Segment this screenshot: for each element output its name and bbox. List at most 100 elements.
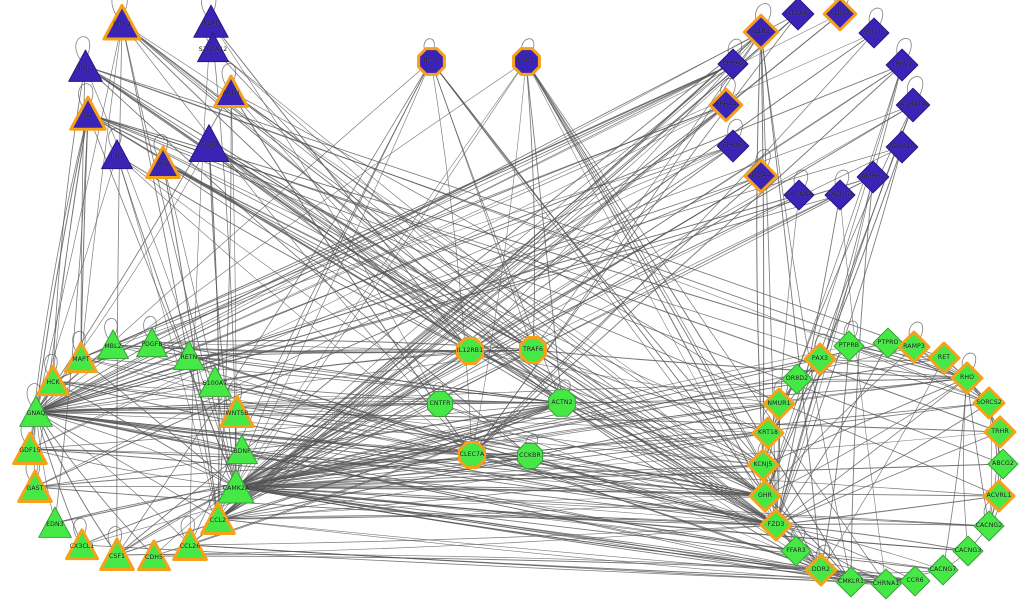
graph-node-scn3b[interactable]: SCN3B: [857, 16, 891, 50]
diamond-glyph: [885, 130, 919, 164]
triangle-glyph: [69, 95, 107, 131]
graph-edge: [217, 514, 777, 526]
graph-node-gnaq[interactable]: GNAQ: [17, 393, 55, 431]
graph-node-cx3cl1[interactable]: CX3CL1: [64, 527, 100, 563]
graph-node-acvrl1[interactable]: ACVRL1: [982, 479, 1016, 513]
graph-node-ccr6[interactable]: CCR6: [898, 564, 932, 598]
graph-edge: [35, 194, 841, 413]
graph-node-traf6[interactable]: TRAF6: [518, 335, 548, 365]
graph-node-epha5[interactable]: EPHA5: [716, 47, 750, 81]
graph-node-klrf2[interactable]: KLRF2: [822, 0, 858, 32]
graph-edge: [80, 357, 563, 404]
graph-node-ccl26[interactable]: CCL26: [171, 526, 209, 564]
graph-node-trpv1[interactable]: TRPV1: [884, 47, 920, 83]
graph-edge: [208, 143, 563, 404]
graph-edge: [80, 357, 777, 526]
graph-edge: [29, 448, 777, 526]
graph-node-pdgfb[interactable]: PDGFB: [134, 325, 170, 361]
graph-edge: [35, 381, 216, 413]
graph-node-ramp3[interactable]: RAMP3: [897, 330, 931, 364]
graph-node-cacng4[interactable]: CACNG4: [823, 178, 857, 212]
graph-edge: [235, 432, 769, 488]
graph-edge: [29, 402, 563, 450]
graph-edge: [235, 345, 850, 488]
graph-edge: [35, 411, 219, 520]
diamond-glyph: [927, 554, 959, 586]
graph-node-nrg1[interactable]: NRG1: [66, 47, 105, 86]
diamond-glyph: [885, 48, 919, 82]
graph-node-ptprb[interactable]: PTPRB: [832, 329, 866, 363]
diamond-glyph: [804, 553, 838, 587]
graph-edge: [235, 486, 990, 527]
graph-edge: [35, 146, 903, 413]
graph-edge: [235, 402, 990, 488]
graph-node-chrna4[interactable]: CHRNA4: [782, 178, 816, 212]
graph-node-krt18[interactable]: KRT18: [751, 416, 785, 450]
graph-node-ddr2[interactable]: DDR2: [804, 553, 838, 587]
graph-node-il1r2[interactable]: IL1R2: [742, 13, 780, 51]
graph-node-mtr2[interactable]: MTR2: [101, 2, 143, 44]
graph-node-bdnf[interactable]: BDNF: [224, 432, 260, 468]
triangle-glyph: [145, 145, 181, 179]
graph-node-gast[interactable]: GAST: [16, 468, 54, 506]
graph-edge: [469, 350, 764, 466]
graph-edge: [775, 524, 944, 571]
graph-node-wnt5b[interactable]: WNT5B: [218, 393, 256, 431]
graph-node-artn[interactable]: ARTN: [212, 73, 250, 111]
graph-edge: [212, 47, 766, 497]
graph-node-prl[interactable]: PRL: [144, 144, 182, 182]
graph-edge: [848, 345, 990, 404]
graph-edge: [235, 60, 432, 488]
graph-edge: [760, 31, 765, 466]
graph-node-cmklr1[interactable]: CMKLR1: [834, 565, 868, 599]
graph-node-kcnj5[interactable]: KCNJ5: [746, 448, 780, 482]
octagon-glyph: [416, 46, 446, 76]
graph-node-fgf9[interactable]: FGF9: [186, 121, 232, 167]
graph-edge: [35, 355, 190, 413]
diamond-glyph: [899, 565, 931, 597]
graph-node-abcg2[interactable]: ABCG2: [986, 447, 1020, 481]
graph-edge: [235, 486, 797, 552]
triangle-glyph: [19, 395, 53, 427]
graph-node-csf1[interactable]: CSF1: [98, 536, 136, 574]
graph-edge: [471, 454, 777, 526]
triangle-glyph: [200, 501, 236, 535]
graph-edge: [764, 64, 903, 497]
graph-node-il12rb1[interactable]: IL12RB1: [455, 336, 485, 366]
graph-node-cckbr[interactable]: CCKBR: [515, 441, 545, 471]
graph-node-epha4[interactable]: EPHA4: [708, 87, 744, 123]
diamond-glyph: [987, 448, 1019, 480]
graph-edge: [153, 555, 822, 571]
graph-edge: [471, 32, 875, 456]
graph-node-clec7a[interactable]: CLEC7A: [457, 440, 487, 470]
graph-edge: [80, 145, 734, 359]
graph-node-esr2[interactable]: ESR2: [511, 46, 542, 77]
graph-edge: [764, 346, 915, 497]
graph-node-gdf15[interactable]: GDF15: [11, 430, 49, 468]
graph-node-adra1a[interactable]: ADRA1A: [894, 86, 932, 124]
diamond-glyph: [824, 179, 856, 211]
graph-edge: [34, 402, 563, 488]
graph-edge: [188, 349, 534, 357]
graph-edge: [469, 350, 777, 526]
graph-node-s100a12[interactable]: S100A12: [195, 30, 231, 66]
graph-node-cntfr[interactable]: CNTFR: [425, 389, 455, 419]
graph-node-mbl2[interactable]: MBL2: [95, 327, 131, 363]
graph-node-itga8[interactable]: ITGA8: [780, 0, 816, 32]
graph-node-fn1[interactable]: FN1: [99, 137, 135, 173]
graph-edge: [29, 448, 237, 488]
graph-node-amhr2[interactable]: AMHR2: [855, 159, 891, 195]
graph-edge: [235, 486, 766, 497]
graph-node-actn2[interactable]: ACTN2: [546, 387, 578, 419]
graph-edge: [767, 345, 850, 434]
graph-edge: [760, 31, 777, 526]
graph-node-irs1[interactable]: IRS1: [416, 46, 447, 77]
graph-edge: [35, 64, 903, 413]
graph-edge: [29, 145, 734, 450]
graph-node-itga4[interactable]: ITGA4: [743, 158, 779, 194]
graph-node-cdh5[interactable]: CDH5: [136, 538, 172, 574]
graph-node-il2[interactable]: IL2: [68, 94, 108, 134]
graph-node-trhr[interactable]: TRHR: [983, 415, 1017, 449]
